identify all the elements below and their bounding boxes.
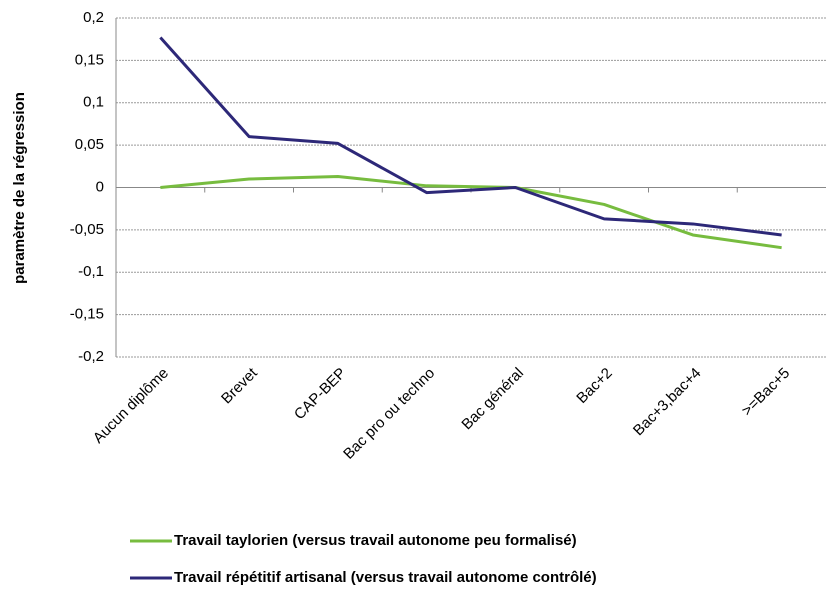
y-tick-label: 0,05 (75, 136, 104, 153)
x-tick-label: CAP-BEP (291, 365, 350, 424)
x-tick-label: Bac+2 (573, 365, 615, 407)
legend-label: Travail taylorien (versus travail autono… (174, 532, 577, 549)
y-axis-label: paramètre de la régression (11, 92, 28, 284)
x-tick-label: Aucun diplôme (90, 365, 172, 447)
x-tick-label: Bac+3,bac+4 (630, 365, 705, 440)
y-tick-label: -0,1 (78, 263, 104, 280)
x-tick-label: >=Bac+5 (738, 365, 793, 420)
y-tick-label: 0,2 (83, 9, 104, 26)
y-tick-label: 0 (96, 178, 104, 195)
y-tick-label: -0,05 (70, 221, 104, 238)
x-tick-label: Bac général (458, 365, 527, 434)
y-tick-label: 0,15 (75, 51, 104, 68)
series-line (160, 174, 782, 250)
legend-label: Travail répétitif artisanal (versus trav… (174, 569, 597, 586)
y-tick-label: -0,15 (70, 306, 104, 323)
y-tick-label: 0,1 (83, 94, 104, 111)
x-tick-label: Brevet (218, 364, 261, 407)
x-tick-label: Bac pro ou techno (340, 365, 438, 463)
series-line (159, 36, 782, 237)
y-tick-label: -0,2 (78, 348, 104, 365)
